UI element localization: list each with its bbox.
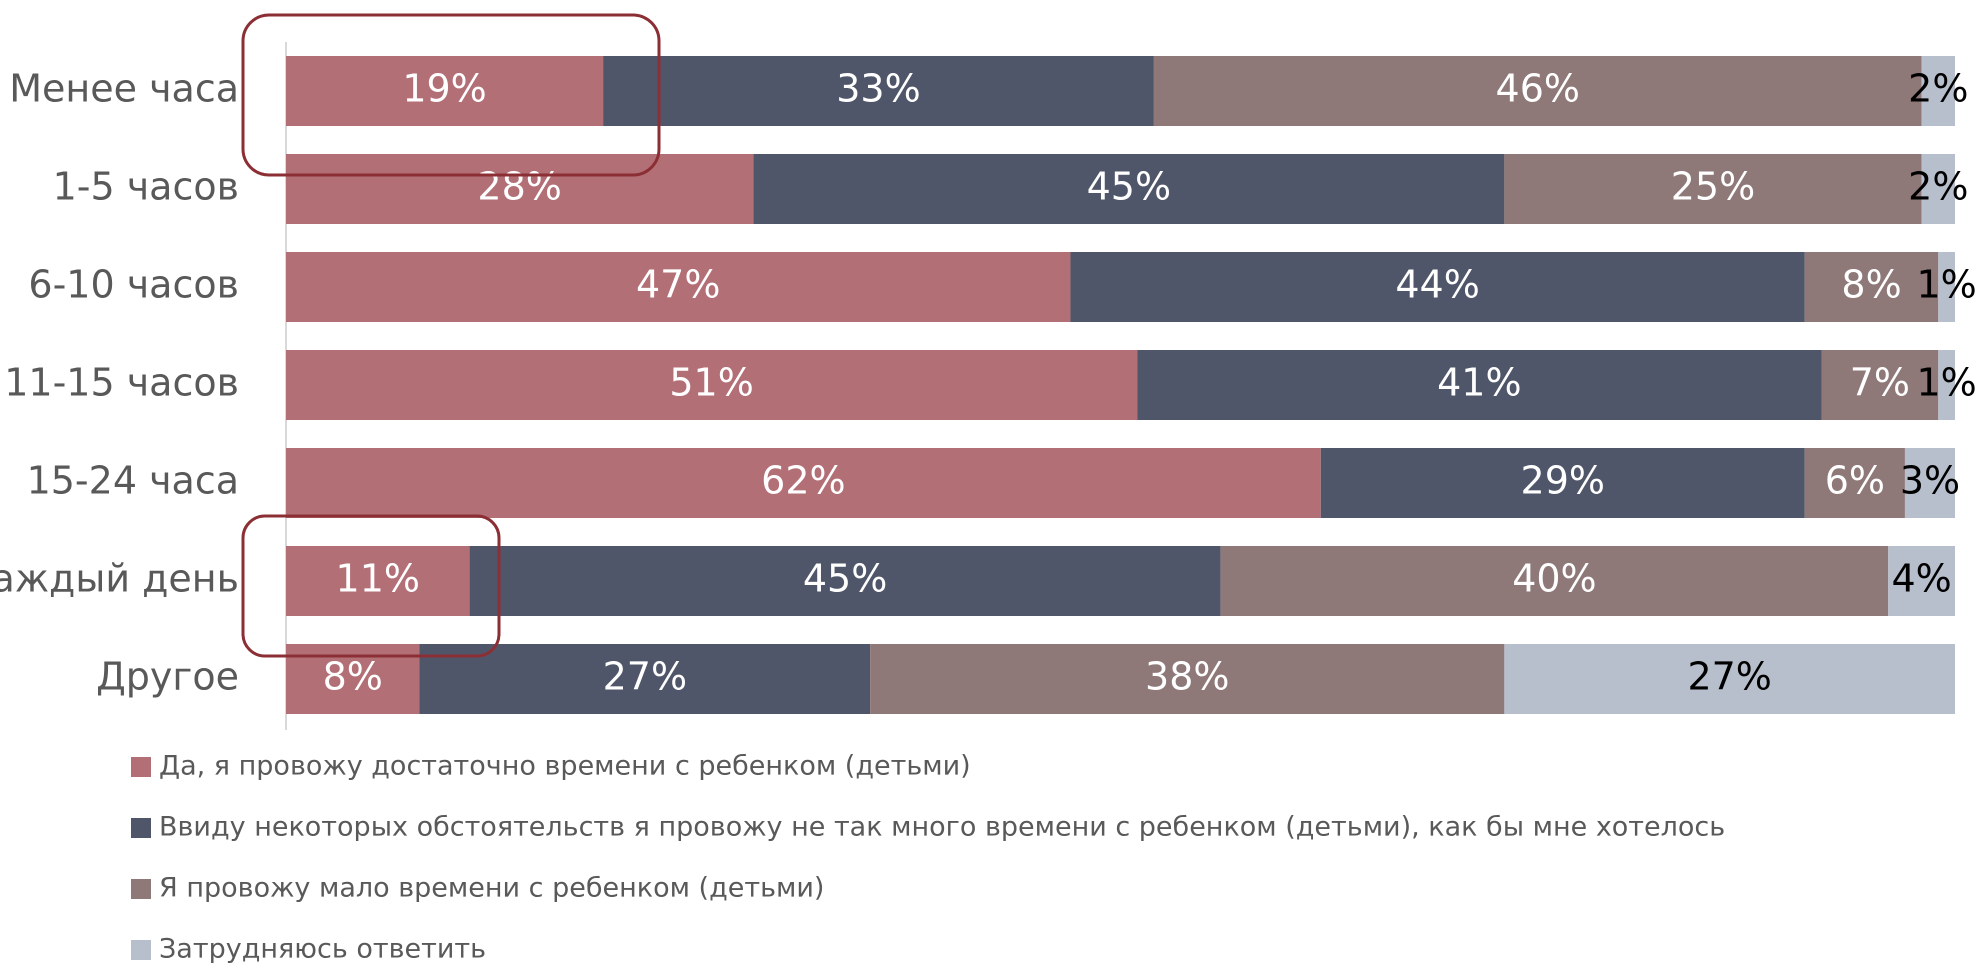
data-label: 25% [1671,165,1755,209]
data-label: 6% [1825,459,1885,503]
data-label: 51% [669,361,753,405]
bar-segment [469,546,1221,616]
data-label: 33% [836,67,920,111]
bar-segment [286,546,470,616]
data-label: 29% [1521,459,1605,503]
bar-segment [286,56,604,126]
bar-segment [286,154,754,224]
legend-swatch [131,757,151,777]
legend-label: Затрудняюсь ответить [159,934,486,965]
data-label: 4% [1891,557,1951,601]
category-label: Другое [96,655,239,699]
bar-segment [1320,448,1805,518]
data-label: 27% [603,655,687,699]
legend-swatch [131,940,151,960]
data-label: 47% [636,263,720,307]
legend-label: Да, я провожу достаточно времени с ребен… [159,751,971,782]
data-label: 3% [1900,459,1960,503]
data-label: 8% [323,655,383,699]
category-label: каждый день [0,557,239,601]
data-label: 1% [1917,263,1975,307]
category-label: Менее часа [9,67,239,111]
bar-segment [1504,644,1955,714]
data-label: 46% [1496,67,1580,111]
category-label: 15-24 часа [27,459,239,503]
legend-swatch [131,879,151,899]
data-label: 41% [1437,361,1521,405]
data-label: 28% [477,165,561,209]
data-label: 45% [1087,165,1171,209]
bar-segment [1504,154,1922,224]
bar-segment [753,154,1505,224]
bar-segment [603,56,1154,126]
data-label: 44% [1395,263,1479,307]
data-label: 1% [1917,361,1975,405]
data-label: 11% [336,557,420,601]
bar-segment [1137,350,1822,420]
bar-segment [1821,350,1939,420]
bar-segment [1070,252,1805,322]
bar-segment [1904,448,1955,518]
data-label: 19% [402,67,486,111]
bar-segment [286,448,1321,518]
category-label: 6-10 часов [28,263,239,307]
legend-label: Я провожу мало времени с ребенком (детьм… [159,873,824,904]
legend-label: Ввиду некоторых обстоятельств я провожу … [159,812,1725,843]
bar-segment [1220,546,1889,616]
data-label: 38% [1145,655,1229,699]
bar-segment [1921,154,1955,224]
category-label: 1-5 часов [53,165,239,209]
legend-swatch [131,818,151,838]
bar-segment [1153,56,1922,126]
data-label: 62% [761,459,845,503]
category-label: 11-15 часов [4,361,239,405]
bar-segment [1804,252,1939,322]
data-label: 2% [1908,165,1968,209]
data-label: 45% [803,557,887,601]
bar-segment [419,644,871,714]
highlight-box [241,514,501,658]
bar-segment [1921,56,1955,126]
data-label: 2% [1908,67,1968,111]
bar-segment [1888,546,1955,616]
bar-segment [1804,448,1905,518]
data-label: 7% [1850,361,1910,405]
bar-segment [286,350,1138,420]
data-label: 40% [1512,557,1596,601]
bar-segment [1938,252,1955,322]
data-label: 27% [1687,655,1771,699]
highlight-box [241,13,661,177]
bar-segment [870,644,1505,714]
bar-segment [286,252,1071,322]
data-label: 8% [1841,263,1901,307]
bar-segment [1938,350,1955,420]
